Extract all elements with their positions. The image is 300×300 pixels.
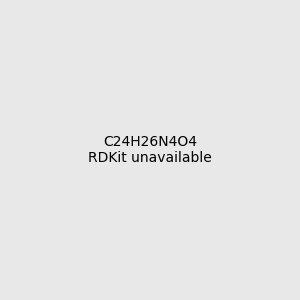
Text: C24H26N4O4
RDKit unavailable: C24H26N4O4 RDKit unavailable xyxy=(88,135,212,165)
